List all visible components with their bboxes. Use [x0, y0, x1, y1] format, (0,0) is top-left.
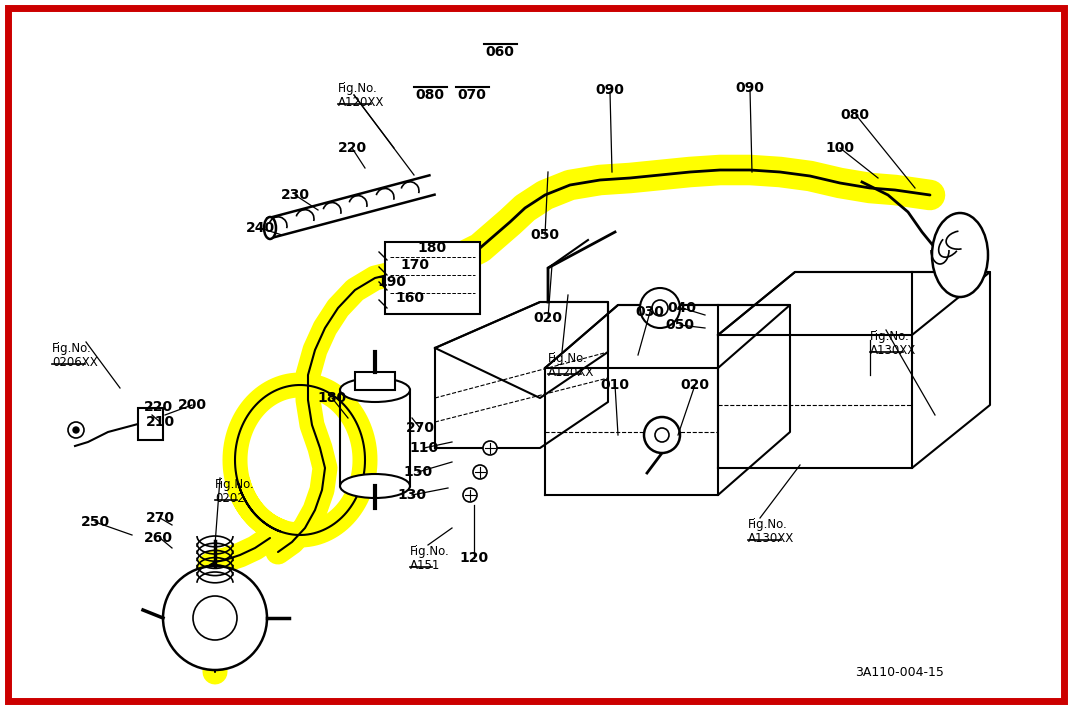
- Bar: [355, 372, 394, 390]
- Ellipse shape: [340, 474, 410, 498]
- Text: 180: 180: [417, 241, 447, 255]
- Text: 080: 080: [416, 88, 445, 102]
- Text: 130: 130: [398, 488, 427, 502]
- Text: Fig.No.: Fig.No.: [338, 82, 377, 95]
- Circle shape: [640, 288, 680, 328]
- Text: 020: 020: [681, 378, 710, 392]
- Circle shape: [655, 428, 669, 442]
- Text: 230: 230: [281, 188, 310, 202]
- Text: A120XX: A120XX: [338, 96, 385, 109]
- Text: 240: 240: [245, 221, 274, 235]
- Text: 220: 220: [338, 141, 367, 155]
- Text: 250: 250: [80, 515, 109, 529]
- Circle shape: [193, 596, 237, 640]
- Bar: [385, 242, 480, 314]
- Text: 010: 010: [600, 378, 629, 392]
- Text: Fig.No.: Fig.No.: [53, 342, 92, 355]
- Ellipse shape: [340, 378, 410, 402]
- Text: Fig.No.: Fig.No.: [748, 518, 788, 531]
- Text: A130XX: A130XX: [748, 532, 794, 545]
- Text: 150: 150: [403, 465, 433, 479]
- Circle shape: [483, 441, 497, 455]
- Ellipse shape: [163, 566, 267, 670]
- Text: 200: 200: [178, 398, 207, 412]
- Text: 050: 050: [666, 318, 695, 332]
- Text: 160: 160: [396, 291, 425, 305]
- Circle shape: [644, 417, 680, 453]
- Text: 210: 210: [146, 415, 175, 429]
- Text: A151: A151: [410, 559, 441, 572]
- Text: 110: 110: [410, 441, 438, 455]
- Circle shape: [652, 300, 668, 316]
- Text: 120: 120: [460, 551, 489, 565]
- Text: 080: 080: [840, 108, 869, 122]
- Text: Fig.No.: Fig.No.: [548, 352, 587, 365]
- Text: 070: 070: [458, 88, 487, 102]
- Text: 3A110-004-15: 3A110-004-15: [855, 666, 943, 679]
- Text: 060: 060: [486, 45, 515, 59]
- Circle shape: [463, 488, 477, 502]
- Text: Fig.No.: Fig.No.: [870, 330, 910, 343]
- Text: 050: 050: [531, 228, 560, 242]
- Text: 270: 270: [405, 421, 434, 435]
- Text: 170: 170: [401, 258, 430, 272]
- Text: Fig.No.: Fig.No.: [215, 478, 255, 491]
- Circle shape: [73, 427, 79, 433]
- Text: 030: 030: [636, 305, 665, 319]
- Text: 0202: 0202: [215, 492, 244, 505]
- Text: 270: 270: [146, 511, 175, 525]
- Bar: [138, 408, 163, 440]
- Text: Fig.No.: Fig.No.: [410, 545, 450, 558]
- Ellipse shape: [264, 217, 276, 239]
- Circle shape: [473, 465, 487, 479]
- Circle shape: [68, 422, 84, 438]
- Text: 180: 180: [317, 391, 346, 405]
- Text: 020: 020: [534, 311, 563, 325]
- Text: 190: 190: [377, 275, 406, 289]
- Text: 040: 040: [668, 301, 697, 315]
- Text: 260: 260: [144, 531, 173, 545]
- Text: A120XX: A120XX: [548, 366, 594, 379]
- Text: 100: 100: [825, 141, 854, 155]
- Text: 090: 090: [735, 81, 764, 95]
- Text: 090: 090: [596, 83, 624, 97]
- Text: 220: 220: [144, 400, 173, 414]
- Ellipse shape: [932, 213, 988, 297]
- Text: A130XX: A130XX: [870, 344, 917, 357]
- Text: 0206XX: 0206XX: [53, 356, 98, 369]
